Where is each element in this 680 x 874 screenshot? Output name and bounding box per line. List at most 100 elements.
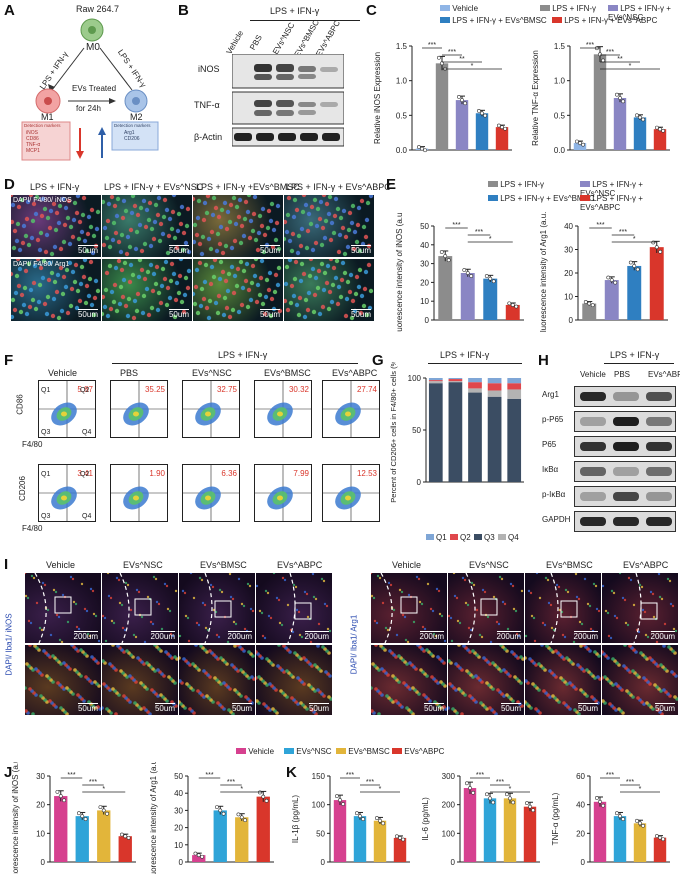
for-24h-label: for 24h: [76, 104, 101, 113]
bar-segment: [507, 398, 522, 482]
data-point: [77, 811, 81, 816]
data-point: [511, 800, 516, 805]
data-point: [485, 792, 489, 797]
blot-strip: [574, 511, 676, 532]
bar-segment: [468, 378, 482, 383]
tissue-overview: 200um: [24, 572, 102, 644]
data-point: [101, 808, 106, 813]
quadrant-label: Q4: [82, 513, 91, 520]
data-point: [338, 798, 342, 802]
panel-label-f: F: [4, 352, 14, 369]
lane-label: Vehicle: [580, 370, 606, 379]
scale-bar: 200um: [150, 631, 175, 641]
significance-star: ***: [448, 49, 456, 56]
legend-label: LPS + IFN-γ: [500, 180, 545, 189]
flow-col-header: EVs^NSC: [192, 368, 232, 378]
chart-e-inos: 0 10 20 30 40 50 Fluorescence intensity of iNO…: [395, 212, 524, 332]
blot-h-header: LPS + IFN-γ: [610, 350, 660, 360]
y-tick-label: 10: [564, 293, 573, 302]
data-point: [457, 94, 461, 99]
significance-star: *: [639, 786, 642, 793]
bar: [353, 816, 367, 862]
tissue-zoom: 50um: [447, 644, 525, 716]
legend-label: Vehicle: [452, 4, 479, 13]
bar: [627, 265, 642, 320]
cell-dots: [102, 259, 192, 321]
scale-bar: 50um: [577, 703, 598, 713]
population-peak: [205, 495, 211, 501]
legend-swatch: [236, 748, 246, 754]
scale-bar: 50um: [259, 245, 280, 255]
data-point: [621, 817, 626, 821]
legend-swatch: [336, 748, 346, 754]
flow-plot: 32.75: [182, 380, 240, 438]
bar: [523, 806, 537, 862]
m2-markers-list: Arg1 CD206: [124, 130, 140, 142]
data-point: [651, 240, 656, 245]
tissue-overview: 200um: [255, 572, 333, 644]
quadrant-value: 6.36: [221, 469, 237, 478]
tissue-col-header: EVs^ABPC: [277, 560, 323, 570]
bar: [505, 304, 520, 320]
cell-dots: [11, 195, 101, 257]
y-tick-label: 1.5: [554, 42, 566, 51]
y-tick-label: 20: [420, 278, 429, 287]
data-point: [491, 800, 496, 805]
legend-swatch: [552, 17, 562, 23]
band: [613, 442, 639, 451]
legend-swatch: [580, 195, 590, 201]
if-micrograph: 50um: [192, 194, 284, 258]
data-point: [361, 817, 366, 821]
significance-star: ***: [619, 229, 627, 236]
if-micrograph: 50um DAPI/ F4/80/ Arg1: [10, 258, 102, 322]
scale-bar: 200um: [304, 631, 329, 641]
data-point: [62, 798, 66, 803]
y-tick-label: 30: [420, 260, 429, 269]
data-point: [575, 139, 579, 144]
lane-label: PBS: [614, 370, 631, 379]
bar-segment: [487, 396, 502, 482]
data-point: [661, 837, 666, 842]
bar: [613, 816, 627, 862]
legend-item: EVs^ABPC: [392, 747, 444, 756]
m0-label: M0: [86, 42, 100, 53]
data-point: [658, 249, 663, 254]
data-point: [578, 141, 582, 145]
tissue-col-header: EVs^ABPC: [623, 560, 669, 570]
data-point: [587, 301, 592, 306]
data-point: [510, 303, 515, 307]
data-point: [635, 113, 639, 118]
tissue-texture: [102, 645, 178, 715]
data-point: [525, 801, 529, 806]
data-point: [446, 258, 451, 263]
significance-star: ***: [475, 229, 483, 236]
bar-segment: [468, 388, 482, 393]
legend-item: LPS + IFN-γ + EVs^BMSC: [440, 16, 547, 25]
bar-segment: [487, 378, 502, 384]
data-point: [439, 250, 444, 254]
quadrant-label: Q2: [80, 387, 89, 394]
legend-swatch: [392, 748, 402, 754]
tissue-zoom: 50um: [101, 644, 179, 716]
y-axis-label: TNF-α (pg/mL): [551, 792, 560, 845]
quadrant-value: 32.75: [217, 385, 238, 394]
data-point: [193, 851, 198, 856]
legend-swatch: [440, 17, 450, 23]
scale-bar: 200um: [650, 631, 675, 641]
panel-label-h: H: [538, 352, 549, 369]
data-point: [598, 52, 602, 57]
y-tick-label: 40: [174, 789, 183, 798]
data-point: [488, 796, 492, 801]
blot-strip: [574, 436, 676, 457]
data-point: [590, 303, 595, 308]
bar: [435, 63, 449, 150]
population-peak: [61, 411, 67, 417]
bar: [393, 837, 407, 862]
tissue-zoom: 50um: [601, 644, 679, 716]
y-tick-label: 10: [420, 297, 429, 306]
data-point: [335, 794, 339, 799]
data-point: [215, 805, 219, 809]
data-point: [658, 127, 662, 132]
bar-segment: [468, 392, 482, 482]
data-point: [601, 58, 606, 63]
